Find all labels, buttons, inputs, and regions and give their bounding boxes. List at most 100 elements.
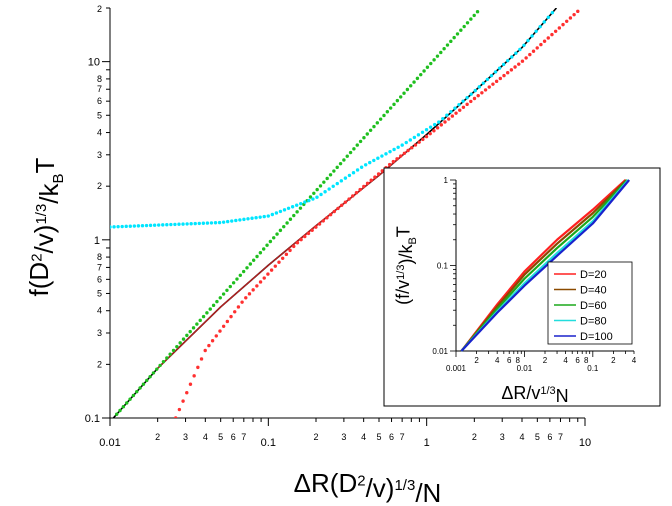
series-point-3 [233, 310, 237, 314]
series-point-4 [152, 223, 157, 227]
series-point-2 [395, 98, 400, 103]
series-point-3 [347, 197, 351, 201]
series-point-2 [312, 191, 316, 196]
series-point-2 [218, 296, 222, 300]
series-point-3 [421, 137, 425, 142]
series-point-4 [501, 62, 506, 67]
series-point-3 [458, 108, 462, 112]
series-point-2 [158, 363, 162, 368]
series-point-3 [498, 76, 503, 81]
x-minor-tick-label: 2 [313, 432, 318, 442]
series-point-3 [476, 93, 480, 98]
series-point-2 [215, 299, 219, 304]
series-point-2 [288, 217, 293, 221]
series-point-3 [513, 65, 517, 69]
series-point-3 [435, 126, 440, 130]
series-point-2 [115, 412, 119, 416]
series-point-4 [538, 24, 542, 29]
series-point-4 [242, 217, 246, 222]
series-point-4 [510, 55, 514, 59]
series-point-2 [128, 397, 132, 401]
series-point-2 [175, 344, 179, 349]
series-point-4 [205, 221, 210, 225]
series-point-3 [343, 200, 348, 204]
series-point-3 [266, 272, 270, 276]
series-point-2 [449, 39, 453, 44]
y-minor-tick-label: 5 [97, 110, 102, 120]
series-point-3 [399, 154, 403, 158]
series-point-3 [480, 91, 484, 95]
series-point-2 [135, 390, 139, 394]
series-point-2 [155, 367, 159, 371]
series-point-4 [473, 88, 477, 93]
series-point-4 [266, 214, 270, 218]
main-plot-area: 2 3 4 5 6 7 2 3 4 5 6 7 2 3 4 5 6 70.01 0.1 1 10234567823456… [24, 4, 591, 506]
series-point-2 [238, 273, 243, 277]
series-point-3 [410, 146, 414, 150]
series-point-3 [199, 357, 204, 361]
series-point-3 [380, 169, 384, 173]
series-point-3 [321, 219, 325, 223]
series-point-2 [188, 329, 192, 334]
x-minor-tick-label: 4 [203, 432, 208, 442]
series-point-2 [382, 113, 386, 118]
series-point-3 [520, 59, 525, 63]
series-point-2 [439, 50, 443, 55]
series-point-3 [181, 399, 185, 403]
series-point-4 [481, 81, 486, 85]
series-point-3 [539, 42, 543, 47]
series-point-2 [262, 247, 266, 251]
series-point-2 [372, 124, 376, 129]
series-point-2 [295, 210, 299, 214]
series-point-3 [225, 319, 230, 324]
series-point-4 [112, 225, 116, 229]
x-minor-tick-label: 3 [341, 432, 346, 442]
series-point-3 [509, 68, 514, 72]
series-point-4 [339, 179, 344, 183]
y-major-tick-label: 1 [94, 235, 100, 247]
series-point-3 [553, 29, 558, 33]
series-point-2 [298, 206, 303, 210]
series-point-2 [168, 352, 172, 356]
series-point-4 [294, 203, 299, 207]
series-point-4 [506, 58, 510, 63]
series-point-3 [446, 117, 451, 121]
legend-label-2: D=60 [580, 300, 607, 312]
series-point-4 [307, 198, 311, 203]
series-point-2 [201, 314, 206, 319]
y-major-tick-label: 10 [88, 57, 100, 69]
series-point-3 [292, 244, 296, 249]
series-point-4 [359, 165, 364, 169]
series-point-4 [441, 116, 445, 121]
series-point-2 [475, 10, 480, 14]
series-point-4 [234, 218, 238, 223]
series-point-4 [250, 216, 254, 220]
series-point-3 [295, 241, 300, 245]
x-minor-tick-label: 7 [558, 432, 563, 442]
series-line-1 [157, 146, 412, 369]
series-point-2 [435, 54, 440, 58]
series-point-4 [173, 222, 177, 227]
series-point-3 [387, 162, 392, 167]
series-point-4 [132, 224, 137, 228]
series-point-3 [196, 365, 200, 370]
inset-x-minor-tick-label: 6 [507, 356, 512, 365]
series-point-2 [255, 254, 259, 259]
series-point-3 [218, 329, 222, 333]
series-point-3 [465, 102, 469, 107]
series-point-3 [502, 73, 506, 78]
series-point-2 [388, 106, 393, 110]
series-point-4 [327, 187, 331, 191]
series-point-3 [443, 120, 447, 124]
series-point-2 [328, 173, 333, 177]
inset-y-axis-title-group: (f/v1/3)/kBT [393, 226, 419, 305]
series-point-3 [572, 12, 576, 17]
series-point-2 [455, 32, 460, 36]
series-point-3 [236, 305, 241, 309]
series-point-3 [369, 178, 373, 182]
series-point-2 [265, 243, 269, 247]
series-point-2 [429, 61, 433, 66]
series-point-2 [138, 386, 142, 390]
series-point-2 [141, 382, 146, 386]
